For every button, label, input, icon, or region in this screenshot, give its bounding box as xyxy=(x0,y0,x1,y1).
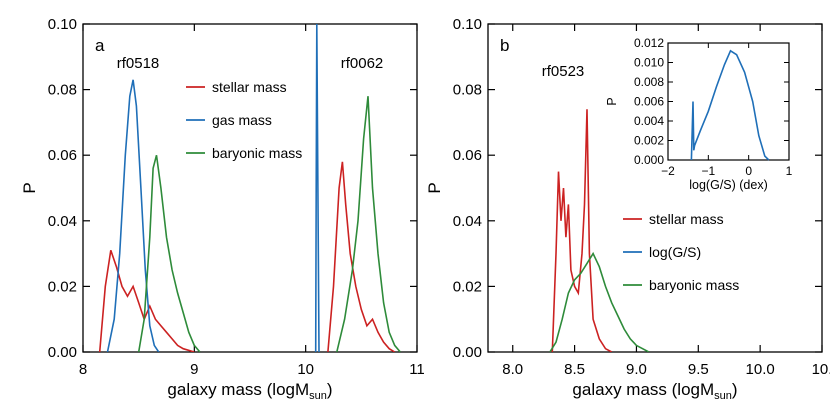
y-axis-label: P xyxy=(20,182,39,193)
inset-y-tick-label: 0.006 xyxy=(634,95,664,109)
inset-x-tick-label: 1 xyxy=(786,164,793,178)
y-axis-label: P xyxy=(425,182,444,193)
x-tick-label: 10 xyxy=(297,361,314,378)
x-tick-label: 9.5 xyxy=(688,361,709,378)
x-axis-label: galaxy mass (logMsun) xyxy=(572,380,737,402)
legend-label: baryonic mass xyxy=(212,145,302,161)
inset-y-tick-label: 0.010 xyxy=(634,56,664,70)
x-axis-label-main: galaxy mass (logM xyxy=(572,380,714,399)
x-tick-label: 9 xyxy=(190,361,198,378)
x-axis-label-end: ) xyxy=(732,380,738,399)
x-tick-label: 8.5 xyxy=(564,361,585,378)
object-label: rf0523 xyxy=(542,63,585,80)
panel-a: 8 9 10 11 0.00 0.02 0.04 0.06 0.08 0.10 galaxy mas… xyxy=(20,16,425,402)
series-line-baryonic-mass xyxy=(549,251,650,352)
legend-label: gas mass xyxy=(212,112,272,128)
series-line-stellar-mass xyxy=(327,161,396,352)
legend-label: log(G/S) xyxy=(649,244,701,260)
x-tick-label: 8.0 xyxy=(502,361,523,378)
y-tick-label: 0.02 xyxy=(48,278,77,295)
y-tick-label: 0.00 xyxy=(48,344,77,361)
inset-series-line xyxy=(690,49,770,161)
inset-x-tick-label: 0 xyxy=(745,164,752,178)
y-tick-label: 0.04 xyxy=(48,213,77,230)
x-axis-label-main: galaxy mass (logM xyxy=(167,380,309,399)
plot-frame xyxy=(487,23,823,353)
inset-y-tick-label: 0.002 xyxy=(634,134,664,148)
legend-label: stellar mass xyxy=(649,211,724,227)
panel-label: b xyxy=(500,36,509,55)
inset-x-tick-label: −2 xyxy=(661,164,675,178)
inset-x-tick-label: −1 xyxy=(701,164,715,178)
panel-label: a xyxy=(95,36,105,55)
plot-frame xyxy=(82,23,418,353)
panel-b: 8.0 8.5 9.0 9.5 10.0 10. 0.00 0.02 0.04 0.06 0.08 0… xyxy=(425,16,830,402)
x-axis-label-subscript: sun xyxy=(714,390,732,402)
inset-y-axis-label: P xyxy=(605,97,619,105)
x-tick-label: 11 xyxy=(409,361,425,378)
series-line-baryonic-mass xyxy=(137,154,201,352)
x-tick-label: 9.0 xyxy=(626,361,647,378)
legend-label: stellar mass xyxy=(212,79,287,95)
y-tick-label: 0.10 xyxy=(48,16,77,33)
y-tick-label: 0.06 xyxy=(48,147,77,164)
series-line-gas-mass xyxy=(314,24,320,352)
inset-y-tick-label: 0.008 xyxy=(634,75,664,89)
series-line-stellar-mass xyxy=(551,109,613,352)
x-axis-label: galaxy mass (logMsun) xyxy=(167,380,332,402)
series-line-baryonic-mass xyxy=(336,96,401,352)
inset-frame xyxy=(667,42,790,161)
x-tick-label: 10. xyxy=(812,361,830,378)
x-tick-label: 8 xyxy=(79,361,87,378)
inset-y-tick-label: 0.012 xyxy=(634,36,664,50)
y-tick-label: 0.10 xyxy=(453,16,482,33)
x-axis-label-end: ) xyxy=(327,380,333,399)
series-line-gas-mass xyxy=(106,79,160,352)
y-tick-label: 0.06 xyxy=(453,147,482,164)
inset-y-tick-label: 0.004 xyxy=(634,114,664,128)
y-tick-label: 0.00 xyxy=(453,344,482,361)
x-tick-label: 10.0 xyxy=(746,361,775,378)
inset-x-axis-label: log(G/S) (dex) xyxy=(689,178,768,192)
x-axis-label-subscript: sun xyxy=(309,390,327,402)
inset-y-tick-label: 0.000 xyxy=(634,153,664,167)
y-tick-label: 0.04 xyxy=(453,213,482,230)
legend-label: baryonic mass xyxy=(649,277,739,293)
object-label: rf0062 xyxy=(341,55,384,72)
y-tick-label: 0.02 xyxy=(453,278,482,295)
y-tick-label: 0.08 xyxy=(48,82,77,99)
y-tick-label: 0.08 xyxy=(453,82,482,99)
object-label: rf0518 xyxy=(117,55,160,72)
